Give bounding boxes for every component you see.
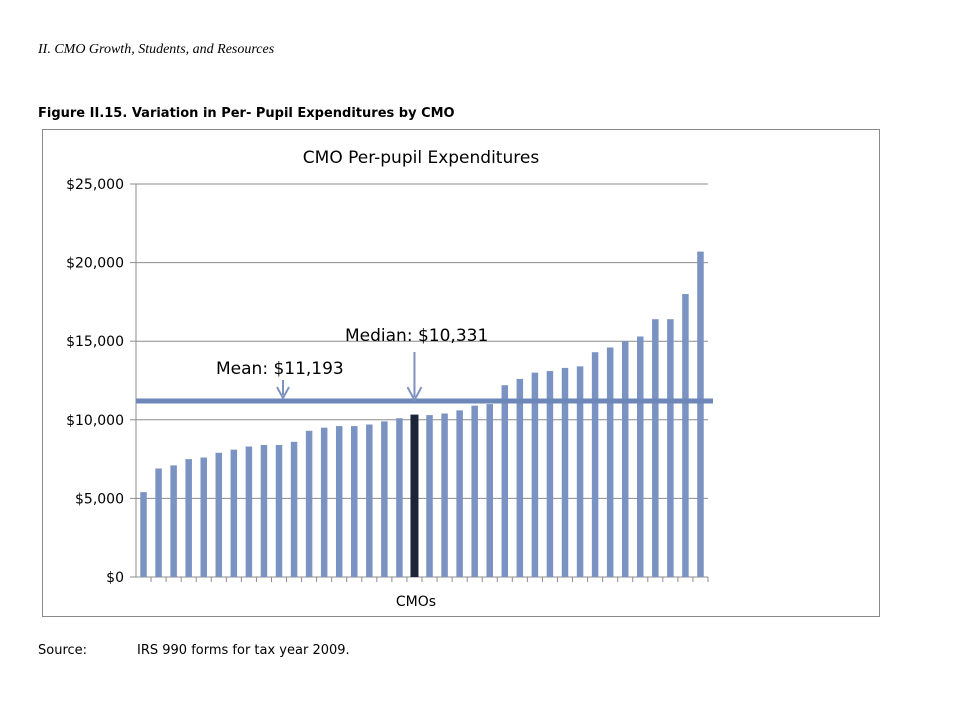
bar [275, 444, 283, 577]
source-text: IRS 990 forms for tax year 2009. [137, 643, 350, 658]
bar [441, 413, 448, 577]
bar [200, 457, 207, 577]
bar [621, 341, 629, 577]
y-tick-label: $15,000 [66, 334, 124, 350]
bar [260, 444, 268, 577]
bar [637, 336, 644, 577]
y-tick-label: $0 [106, 570, 124, 586]
mean-annotation: Mean: $11,193 [216, 359, 344, 379]
bar [140, 492, 147, 577]
bar [170, 465, 177, 577]
bar [351, 426, 358, 577]
bar [531, 372, 539, 577]
chart-frame: CMO Per-pupil Expenditures $0 $5,000 $10,0… [42, 129, 880, 617]
bar [516, 378, 524, 577]
ticks-layer: $0 $5,000 $10,000 $15,000 $20,000 $25,000 [66, 177, 124, 586]
mean-arrow-head [276, 386, 290, 401]
bar [245, 446, 253, 577]
y-tick-label: $25,000 [66, 177, 124, 193]
bar [426, 415, 433, 577]
bar [305, 430, 313, 577]
bar [546, 371, 554, 577]
bar [381, 421, 388, 577]
bar [667, 319, 674, 577]
bars-layer [140, 251, 704, 577]
y-tick-label: $5,000 [75, 491, 124, 507]
bar [215, 452, 223, 577]
bar [290, 441, 298, 577]
bar [185, 459, 192, 577]
bar [501, 385, 509, 577]
chart-title: CMO Per-pupil Expenditures [303, 148, 540, 168]
bar [230, 449, 238, 577]
bar [320, 427, 328, 577]
median-annotation: Median: $10,331 [345, 326, 488, 346]
bar [591, 352, 599, 577]
figure-title: Figure II.15. Variation in Per- Pupil Ex… [38, 106, 455, 121]
source-label: Source: [38, 643, 88, 658]
x-axis-label: CMOs [396, 594, 436, 610]
bar [155, 468, 162, 577]
bar [682, 294, 689, 577]
section-header: II. CMO Growth, Students, and Resources [38, 42, 275, 57]
chart-svg: CMO Per-pupil Expenditures $0 $5,000 $10,0… [66, 148, 713, 610]
bar [652, 319, 659, 577]
bar [456, 410, 463, 577]
y-tick-label: $10,000 [66, 413, 124, 429]
median-bar [410, 414, 419, 577]
bar [366, 424, 373, 577]
bar [335, 426, 343, 577]
bar [471, 405, 478, 577]
median-arrow-head [406, 386, 423, 403]
bar [697, 251, 704, 577]
y-tick-label: $20,000 [66, 256, 124, 272]
bar [606, 347, 614, 577]
bar [561, 367, 569, 577]
bar [576, 366, 584, 577]
bar [486, 404, 493, 577]
bar [396, 418, 403, 577]
